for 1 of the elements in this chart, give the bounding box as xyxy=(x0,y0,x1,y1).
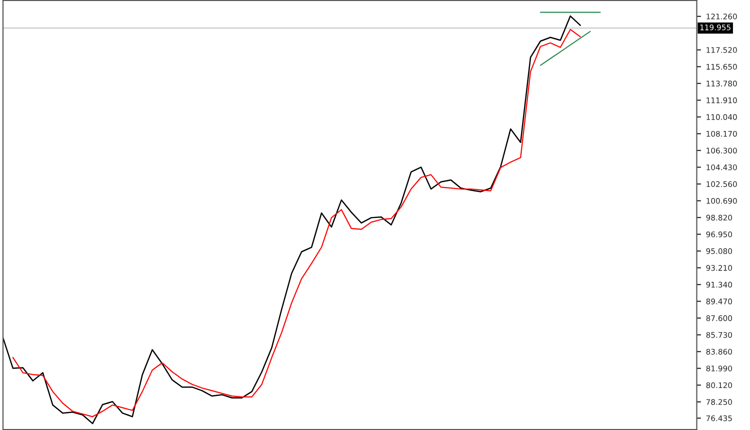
line-series xyxy=(540,30,591,66)
